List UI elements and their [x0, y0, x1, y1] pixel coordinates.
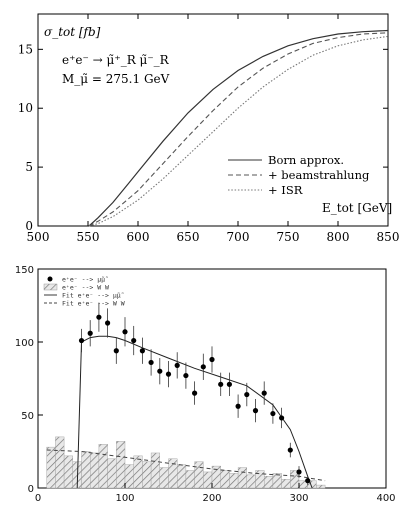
data-point	[296, 469, 302, 475]
data-point	[174, 362, 180, 368]
hist-bar	[290, 470, 300, 489]
x-tick-label: 750	[277, 230, 300, 244]
hist-bar	[98, 443, 108, 489]
data-point	[218, 381, 224, 387]
cross-section-chart: 500 550 600 650 700 750 800 850 0 5 10 15 σ_tot [fb…	[18, 13, 400, 244]
hist-bar	[246, 474, 256, 489]
hist-bar	[107, 458, 117, 489]
series-line	[88, 32, 389, 227]
data-point	[148, 359, 154, 366]
x-tick-label: 550	[77, 230, 100, 244]
hist-bar	[89, 452, 100, 489]
y-tick-label: 50	[21, 411, 34, 422]
legend-hatch	[43, 283, 58, 291]
data-point	[252, 408, 259, 414]
data-point	[105, 320, 111, 326]
data-point	[183, 372, 189, 379]
hist-bar	[81, 451, 91, 489]
x-tick-label: 100	[115, 493, 134, 504]
y-tick-label: 5	[25, 160, 33, 174]
hist-bar	[281, 479, 291, 489]
legend-label: e⁺e⁻ --> W W	[62, 284, 109, 292]
hist-bar	[272, 473, 282, 489]
hist-bar	[264, 476, 274, 489]
hist-bar	[168, 458, 178, 489]
data-point	[209, 356, 215, 363]
x-axis-label: E_tot [GeV]	[322, 201, 392, 215]
data-point	[279, 415, 285, 421]
data-point	[270, 410, 276, 417]
hist-bar	[203, 471, 213, 489]
hist-bar	[237, 467, 248, 489]
fit-background-line	[46, 449, 326, 482]
hist-bar	[185, 470, 195, 489]
hist-bar	[229, 473, 239, 489]
hist-bar	[55, 436, 65, 489]
data-point	[192, 390, 198, 396]
data-point	[305, 478, 311, 484]
legend-label: + ISR	[268, 183, 303, 197]
y-tick-label: 0	[28, 484, 34, 495]
legend-label: + beamstrahlung	[268, 168, 370, 182]
data-point	[261, 390, 267, 396]
hist-bar	[142, 461, 152, 489]
data-point	[157, 368, 163, 374]
x-tick-label: 650	[177, 230, 200, 244]
hist-bar	[159, 467, 169, 489]
y-tick-label: 15	[18, 42, 33, 56]
hist-bar	[194, 461, 204, 489]
hist-bar	[220, 470, 230, 489]
x-tick-label: 500	[27, 230, 50, 244]
hist-bar	[116, 441, 126, 489]
x-tick-label: 400	[376, 493, 395, 504]
y-tick-label: 150	[15, 265, 34, 276]
hist-bar	[150, 452, 161, 489]
y-tick-label: 100	[15, 338, 34, 349]
data-point	[113, 348, 119, 354]
y-tick-label: 0	[25, 219, 33, 233]
legend-label: Fit e⁺e⁻ --> W W	[62, 300, 125, 308]
series-line	[88, 29, 389, 227]
data-point	[96, 314, 102, 320]
data-point	[235, 403, 241, 409]
data-point	[226, 381, 232, 387]
mass-annotation: M_μ̃ = 275.1 GeV	[62, 72, 170, 86]
energy-spectrum-chart: 0 100 200 300 400 0 50 100 150 e⁺e⁻ --> μ̃μ̃e⁺e⁻…	[15, 265, 396, 504]
data-point	[165, 371, 172, 377]
x-tick-label: 600	[127, 230, 150, 244]
top-legend: Born approx.+ beamstrahlung+ ISR	[228, 153, 370, 197]
fit-signal-line	[76, 335, 313, 489]
data-point	[244, 391, 250, 398]
x-tick-label: 700	[227, 230, 250, 244]
y-axis-label: σ_tot [fb]	[44, 25, 101, 39]
data-point	[87, 330, 93, 336]
x-tick-label: 300	[289, 493, 308, 504]
legend-label: Born approx.	[268, 153, 344, 167]
data-point	[131, 337, 137, 344]
series-line	[88, 35, 389, 227]
data-point	[78, 337, 85, 344]
data-point	[287, 447, 293, 453]
hist-bar	[176, 464, 187, 489]
x-tick-label: 200	[202, 493, 221, 504]
legend-label: Fit e⁺e⁻ --> μ̃μ̃	[62, 292, 124, 300]
legend-dot	[47, 276, 53, 282]
data-point	[122, 329, 128, 335]
data-point	[139, 348, 145, 354]
data-point	[200, 364, 206, 370]
hist-bar	[124, 464, 134, 489]
legend-label: e⁺e⁻ --> μ̃μ̃	[62, 276, 108, 284]
hist-bar	[316, 484, 326, 489]
x-tick-label: 800	[327, 230, 350, 244]
hist-bar	[133, 455, 143, 489]
process-annotation: e⁺e⁻ → μ̃⁺_R μ̃⁻_R	[62, 53, 170, 67]
hist-bar	[63, 455, 73, 489]
x-tick-label: 850	[377, 230, 400, 244]
hist-bar	[46, 446, 56, 489]
y-tick-label: 10	[18, 101, 33, 115]
x-tick-label: 0	[35, 493, 41, 504]
top-plot-frame	[37, 13, 389, 227]
